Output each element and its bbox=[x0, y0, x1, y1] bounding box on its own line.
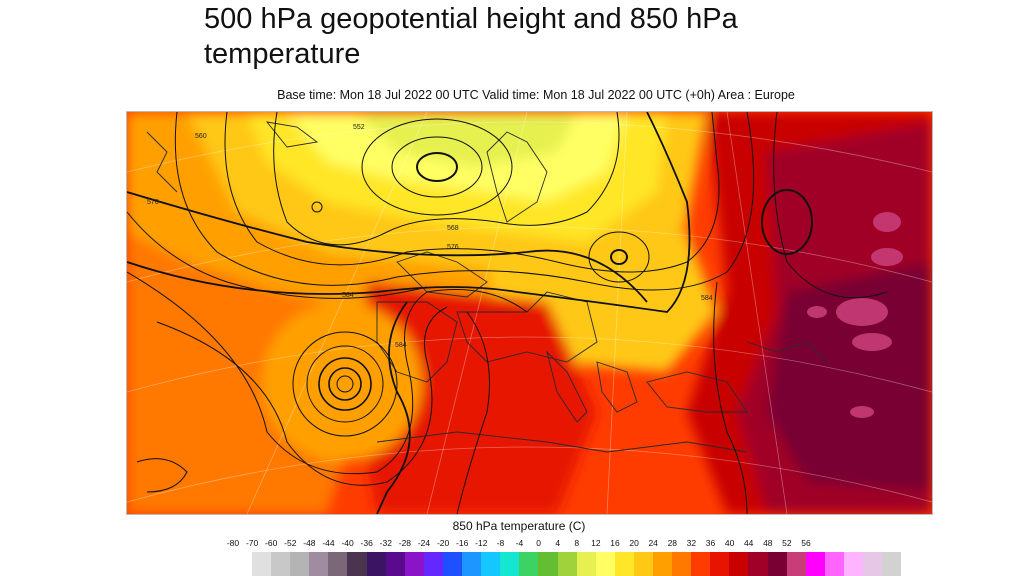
legend-swatch bbox=[519, 552, 539, 576]
legend-tick-label: -52 bbox=[284, 538, 297, 548]
legend-swatch bbox=[252, 552, 272, 576]
legend-tick-label: -20 bbox=[436, 538, 450, 548]
contour-label: 552 bbox=[353, 124, 365, 131]
legend-swatch bbox=[309, 552, 329, 576]
legend-tick-label: 20 bbox=[629, 538, 639, 548]
legend-swatch bbox=[652, 552, 673, 576]
legend-swatch bbox=[672, 552, 692, 576]
legend-tick-label: -44 bbox=[322, 538, 335, 548]
legend-tick-label: -12 bbox=[475, 538, 488, 548]
contour-label: 584 bbox=[395, 342, 407, 349]
legend-swatch bbox=[595, 552, 615, 576]
legend-tick-label: 56 bbox=[801, 538, 811, 548]
legend-swatch bbox=[691, 552, 711, 576]
legend-tick-label: -8 bbox=[496, 538, 505, 548]
legend-tick-label: 0 bbox=[536, 538, 541, 548]
legend-swatch bbox=[805, 552, 825, 576]
legend-swatch bbox=[729, 552, 749, 576]
legend-swatch bbox=[366, 552, 386, 576]
legend-swatch bbox=[557, 552, 577, 576]
contour-label: 584 bbox=[342, 292, 354, 299]
legend-tick-label: -80 bbox=[226, 538, 240, 548]
legend-swatch bbox=[824, 552, 844, 576]
legend-swatch bbox=[633, 552, 653, 576]
map-canvas: 560 552 576 568 584 584 576 584 bbox=[127, 112, 932, 514]
legend-colorbar bbox=[252, 552, 902, 576]
contour-label: 576 bbox=[447, 244, 459, 251]
contour-label: 560 bbox=[195, 133, 207, 140]
legend-tick-label: -60 bbox=[265, 538, 278, 548]
legend-tick-label: 32 bbox=[686, 538, 697, 548]
legend-tick-label: -16 bbox=[456, 538, 469, 548]
legend-tick-label: 40 bbox=[724, 538, 735, 548]
legend-swatch bbox=[328, 552, 348, 576]
legend-tick-label: 52 bbox=[782, 538, 792, 548]
legend-swatch bbox=[576, 552, 596, 576]
legend-tick-label: 16 bbox=[610, 538, 620, 548]
legend-swatch bbox=[748, 552, 768, 576]
legend-swatch bbox=[290, 552, 310, 576]
legend-swatch bbox=[767, 552, 787, 576]
legend-tick-label: -36 bbox=[360, 538, 373, 548]
contour-label: 584 bbox=[701, 295, 713, 302]
legend-swatch bbox=[423, 552, 443, 576]
legend-tick-label: 4 bbox=[555, 538, 561, 548]
legend-swatch bbox=[710, 552, 730, 576]
legend-tick-label: 36 bbox=[705, 538, 716, 548]
legend-swatch bbox=[843, 552, 863, 576]
legend-swatch bbox=[347, 552, 367, 576]
chart-subtitle: Base time: Mon 18 Jul 2022 00 UTC Valid … bbox=[277, 88, 795, 102]
legend-tick-label: 28 bbox=[667, 538, 678, 548]
legend-swatch bbox=[863, 552, 883, 576]
legend-tick-label: -4 bbox=[515, 538, 524, 548]
legend-tick-label: -32 bbox=[379, 538, 392, 548]
legend-tick-label: 44 bbox=[743, 538, 754, 548]
legend-tick-label: -70 bbox=[245, 538, 259, 548]
legend-tick-label: 12 bbox=[591, 538, 601, 548]
legend-swatch bbox=[786, 552, 806, 576]
legend-tick-label: 24 bbox=[648, 538, 658, 548]
legend-tick-label: 48 bbox=[763, 538, 773, 548]
legend-title: 850 hPa temperature (C) bbox=[452, 519, 586, 533]
legend-swatch bbox=[404, 552, 424, 576]
legend-swatch bbox=[882, 552, 902, 576]
legend-swatch bbox=[271, 552, 291, 576]
legend-tick-label: -28 bbox=[398, 538, 412, 548]
legend-tick-label: -48 bbox=[303, 538, 316, 548]
legend-tick-label: 8 bbox=[574, 538, 580, 548]
contour-label: 568 bbox=[447, 225, 459, 232]
legend-swatch bbox=[538, 552, 558, 576]
legend-swatch bbox=[500, 552, 520, 576]
legend-swatch bbox=[481, 552, 501, 576]
legend-swatch bbox=[385, 552, 405, 576]
legend-swatch bbox=[614, 552, 634, 576]
legend-tick-label: -24 bbox=[417, 538, 431, 548]
contour-label: 576 bbox=[147, 199, 159, 206]
legend-tick-label: -40 bbox=[341, 538, 354, 548]
legend-swatch bbox=[442, 552, 463, 576]
weather-map[interactable]: 560 552 576 568 584 584 576 584 bbox=[126, 111, 933, 515]
legend-swatch bbox=[462, 552, 482, 576]
chart-title: 500 hPa geopotential height and 850 hPa … bbox=[204, 3, 738, 70]
